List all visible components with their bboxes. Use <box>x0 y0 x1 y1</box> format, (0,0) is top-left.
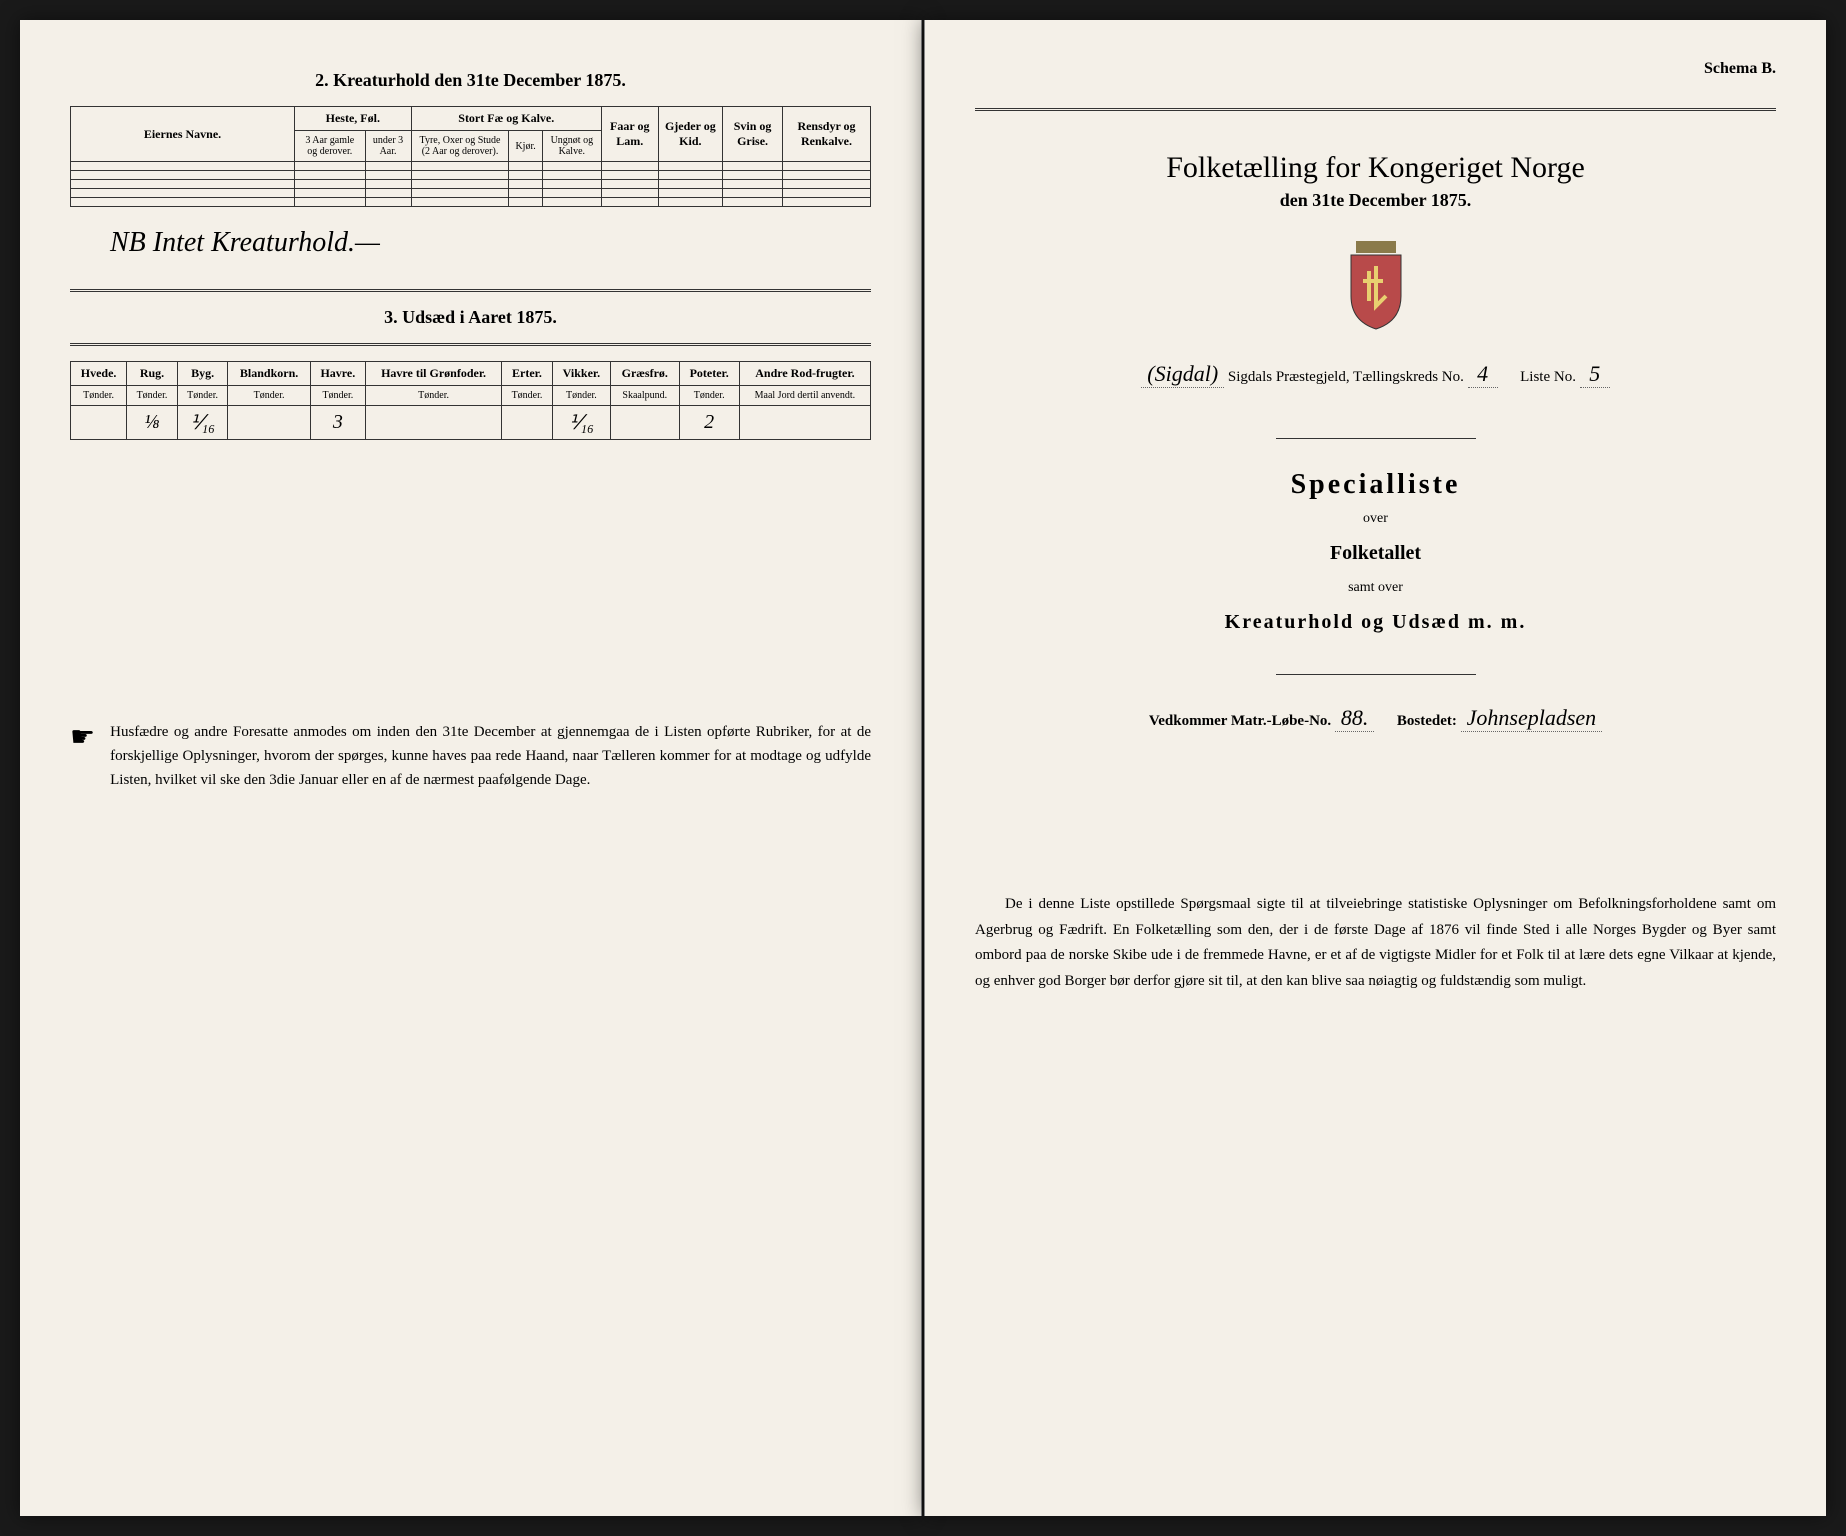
specialliste-title: Specialliste <box>975 469 1776 501</box>
col-rensdyr: Rensdyr og Renkalve. <box>783 107 871 162</box>
book-spread: 2. Kreaturhold den 31te December 1875. E… <box>20 20 1826 1516</box>
col-heste: Heste, Føl. <box>295 107 412 131</box>
divider <box>1276 438 1476 439</box>
col-rodfrugter: Andre Rod-frugter. <box>739 362 870 386</box>
samt-text: samt over <box>975 580 1776 596</box>
col-heste-b: under 3 Aar. <box>365 131 411 162</box>
table-row <box>71 189 871 198</box>
bostedet-label: Bostedet: <box>1397 713 1457 729</box>
table-row <box>71 171 871 180</box>
footnote-text: Husfædre og andre Foresatte anmodes om i… <box>110 720 871 792</box>
coat-of-arms-icon <box>975 241 1776 331</box>
folketallet-text: Folketallet <box>975 542 1776 565</box>
divider <box>70 289 871 292</box>
section2-title: 2. Kreaturhold den 31te December 1875. <box>70 70 871 91</box>
table-row <box>71 162 871 171</box>
handwritten-note: NB Intet Kreaturhold.— <box>110 227 871 259</box>
col-rug: Rug. <box>127 362 178 386</box>
subtitle: den 31te December 1875. <box>975 190 1776 211</box>
col-graesfro: Græsfrø. <box>611 362 680 386</box>
parish-text: Sigdals Præstegjeld, Tællingskreds No. <box>1228 369 1464 385</box>
divider <box>70 343 871 346</box>
matr-label: Vedkommer Matr.-Løbe-No. <box>1149 713 1331 729</box>
col-erter: Erter. <box>502 362 553 386</box>
udsaed-unit-row: Tønder. Tønder. Tønder. Tønder. Tønder. … <box>71 386 871 406</box>
kreatur-text: Kreaturhold og Udsæd m. m. <box>975 611 1776 634</box>
matr-no: 88. <box>1335 705 1375 732</box>
udsaed-value-row: ⅛ ⅟₁₆ 3 ⅟₁₆ 2 <box>71 406 871 440</box>
udsaed-table: Hvede. Rug. Byg. Blandkorn. Havre. Havre… <box>70 361 871 440</box>
over-text: over <box>975 511 1776 527</box>
divider <box>1276 674 1476 675</box>
parish-line: (Sigdal) Sigdals Præstegjeld, Tællingskr… <box>975 361 1776 388</box>
col-hvede: Hvede. <box>71 362 127 386</box>
left-page: 2. Kreaturhold den 31te December 1875. E… <box>20 20 922 1516</box>
col-stort-b: Kjør. <box>509 131 542 162</box>
right-page: Schema B. Folketælling for Kongeriget No… <box>924 20 1826 1516</box>
col-gjeder: Gjeder og Kid. <box>658 107 723 162</box>
col-havre-gron: Havre til Grønfoder. <box>365 362 501 386</box>
schema-label: Schema B. <box>975 60 1776 78</box>
kreaturhold-table: Eiernes Navne. Heste, Føl. Stort Fæ og K… <box>70 106 871 207</box>
col-byg: Byg. <box>177 362 228 386</box>
col-svin: Svin og Grise. <box>723 107 783 162</box>
table-row <box>71 180 871 189</box>
col-heste-a: 3 Aar gamle og derover. <box>295 131 366 162</box>
col-blandkorn: Blandkorn. <box>228 362 310 386</box>
col-stort: Stort Fæ og Kalve. <box>411 107 601 131</box>
liste-no: 5 <box>1580 361 1610 388</box>
bottom-paragraph: De i denne Liste opstillede Spørgsmaal s… <box>975 892 1776 994</box>
section3-title: 3. Udsæd i Aaret 1875. <box>70 307 871 328</box>
pointing-hand-icon: ☛ <box>70 720 95 754</box>
col-poteter: Poteter. <box>679 362 739 386</box>
col-vikker: Vikker. <box>552 362 610 386</box>
table-row <box>71 198 871 207</box>
col-stort-c: Ungnøt og Kalve. <box>542 131 601 162</box>
udsaed-header-row: Hvede. Rug. Byg. Blandkorn. Havre. Havre… <box>71 362 871 386</box>
col-havre: Havre. <box>310 362 365 386</box>
parish-prefix: (Sigdal) <box>1141 361 1224 388</box>
matr-line: Vedkommer Matr.-Løbe-No. 88. Bostedet: J… <box>975 705 1776 732</box>
col-stort-a: Tyre, Oxer og Stude (2 Aar og derover). <box>411 131 509 162</box>
liste-label: Liste No. <box>1520 369 1576 385</box>
bostedet-value: Johnsepladsen <box>1461 705 1603 732</box>
main-title: Folketælling for Kongeriget Norge <box>975 151 1776 185</box>
col-eiernes: Eiernes Navne. <box>71 107 295 162</box>
col-faar: Faar og Lam. <box>601 107 658 162</box>
divider <box>975 108 1776 111</box>
kreds-no: 4 <box>1468 361 1498 388</box>
footnote-block: ☛ Husfædre og andre Foresatte anmodes om… <box>70 720 871 792</box>
